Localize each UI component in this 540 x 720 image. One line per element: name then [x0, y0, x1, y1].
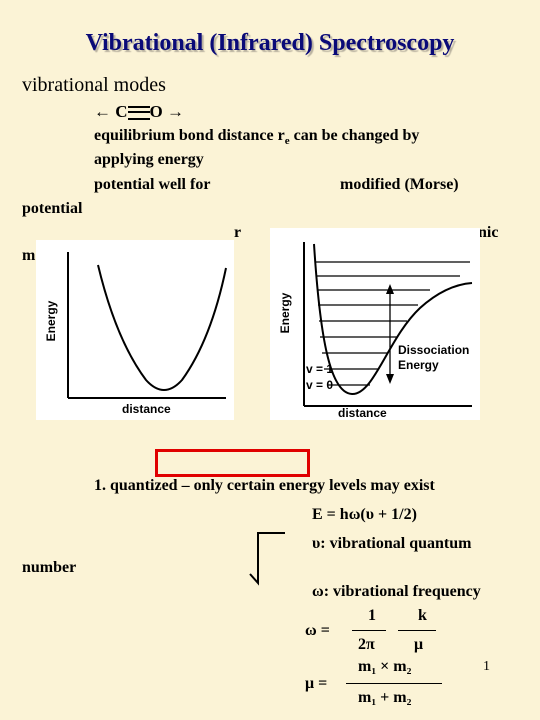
left-arrow-icon: ←	[94, 102, 111, 121]
mu-numerator: m₁ × m₂	[358, 658, 412, 675]
omega-k: k	[418, 607, 427, 624]
omega-denominator: 2π	[358, 636, 375, 653]
omega-mu: μ	[414, 636, 424, 653]
atom-c: C	[115, 102, 128, 121]
text-line-6: m	[22, 247, 36, 264]
morse-xlabel: distance	[338, 406, 387, 420]
right-arrow-icon: →	[167, 102, 185, 121]
morse-curve	[313, 243, 473, 396]
bracket-mark-icon	[249, 532, 285, 586]
morse-plot-svg	[303, 242, 473, 407]
text-line-3b: modified (Morse)	[340, 176, 459, 193]
mu-denominator: m₁ + m₂	[358, 689, 412, 706]
mu-fraction-bar	[346, 683, 442, 684]
molecule-co: ← C O →	[94, 102, 184, 122]
number-word: number	[22, 559, 77, 576]
harmonic-ylabel: Energy	[44, 300, 58, 342]
mu-lhs: μ =	[305, 675, 328, 692]
page-number: 1	[483, 659, 490, 674]
arrow-head-down-icon	[386, 374, 394, 384]
morse-ylabel: Energy	[278, 292, 292, 334]
omega-numerator: 1	[368, 607, 376, 624]
morse-potential-plot: Energy distance Dissociation Energy v = …	[270, 228, 480, 420]
slide-title: Vibrational (Infrared) Spectroscopy	[85, 30, 455, 56]
harmonic-plot-svg	[67, 252, 227, 399]
omega-k-bar	[398, 630, 436, 631]
text-line-5-left: r	[234, 224, 242, 241]
text-line-2: applying energy	[94, 151, 204, 168]
harmonic-xlabel: distance	[122, 402, 171, 416]
level-label-v0: v = 0	[306, 378, 334, 392]
text-line-1: equilibrium bond distance re can be chan…	[94, 127, 420, 148]
level-label-v1: v = 1	[306, 362, 334, 376]
text-line-3a: potential well for	[94, 176, 211, 193]
highlight-box	[155, 449, 310, 477]
arrow-head-up-icon	[386, 284, 394, 294]
omega-definition: ω: vibrational frequency	[312, 583, 481, 600]
triple-bond-icon	[127, 106, 150, 121]
atom-o: O	[149, 102, 163, 121]
subtitle: vibrational modes	[22, 74, 166, 96]
harmonic-curve	[97, 264, 227, 391]
upsilon-definition: υ: vibrational quantum	[312, 535, 472, 552]
omega-fraction-bar	[352, 630, 386, 631]
energy-equation: E = hω(υ + 1/2)	[312, 506, 417, 523]
harmonic-potential-plot: Energy distance	[36, 240, 234, 420]
quantized-line: 1. quantized – only certain energy level…	[94, 477, 435, 494]
dissociation-label: Dissociation	[398, 343, 470, 357]
omega-lhs: ω =	[305, 622, 330, 639]
dissociation-energy-label: Energy	[398, 358, 439, 372]
text-line-4: potential	[22, 200, 83, 217]
text-line-5-right: nic	[478, 224, 499, 241]
